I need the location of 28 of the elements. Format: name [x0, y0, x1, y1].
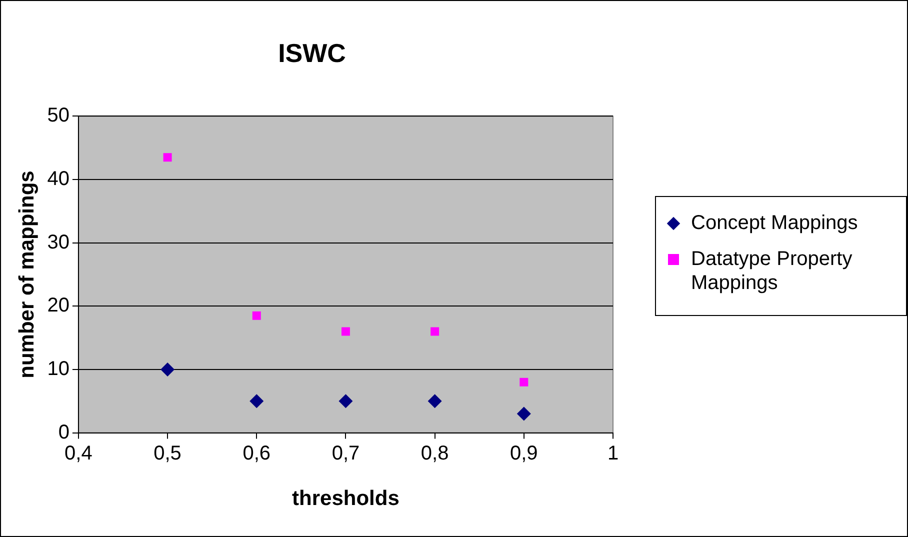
point: [341, 327, 350, 336]
y-tick-label: 30: [47, 231, 70, 254]
legend-label: Concept Mappings: [691, 211, 858, 235]
y-tick-label: 10: [47, 358, 70, 380]
point: [520, 378, 528, 386]
x-tick-label: 0,6: [242, 442, 271, 464]
point: [250, 394, 264, 408]
x-axis-title: thresholds: [292, 487, 400, 510]
y-tick-label: 0: [58, 421, 70, 444]
x-tick-label: 0,9: [510, 442, 538, 464]
point: [163, 153, 172, 162]
point: [252, 311, 261, 320]
point: [430, 327, 440, 336]
x-tick-label: 0,5: [154, 442, 182, 464]
legend-label: Datatype Property Mappings: [691, 247, 854, 295]
y-tick-label: 20: [47, 294, 70, 317]
point: [516, 406, 531, 421]
x-tick-label: 1: [607, 442, 619, 464]
x-tick-label: 0,8: [420, 442, 449, 464]
point: [338, 394, 353, 408]
x-tick-label: 0,7: [332, 442, 360, 464]
y-axis-title: number of mappings: [15, 170, 38, 378]
point: [160, 362, 175, 376]
y-tick-label: 40: [47, 168, 70, 190]
x-tick-label: 0,4: [64, 442, 92, 464]
chart-title: ISWC: [278, 38, 346, 68]
y-tick-label: 50: [47, 104, 70, 127]
point: [428, 394, 442, 408]
